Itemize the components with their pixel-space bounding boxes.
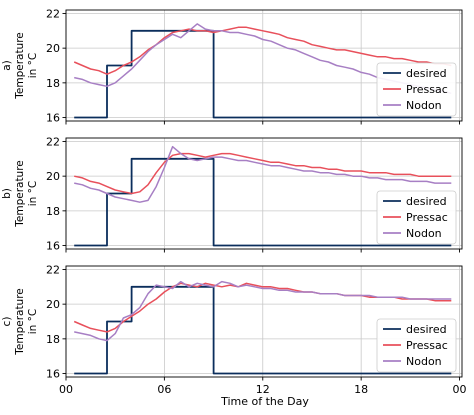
chart-panel: 16 18 20 22 a) Temperature in °C desired Pressac…	[1, 7, 463, 125]
series-line-pressac	[74, 152, 452, 195]
series-line-pressac	[73, 26, 452, 75]
y-tick-label: 20	[46, 170, 60, 183]
y-axis-label: in °C	[27, 309, 39, 335]
series-line-nodon	[74, 145, 452, 203]
legend-box	[376, 318, 457, 373]
panel-label: b)	[1, 188, 13, 199]
legend-label: Pressac	[406, 339, 448, 352]
y-tick-label: 20	[46, 298, 60, 311]
x-tick-label: 06	[157, 383, 171, 396]
y-axis-label: in °C	[27, 181, 39, 207]
y-tick-label: 20	[46, 42, 60, 55]
y-tick-label: 22	[46, 263, 60, 276]
plot-frame	[65, 137, 463, 250]
x-tick-label: 00	[59, 383, 73, 396]
x-tick-label: 12	[256, 383, 270, 396]
panel-label: c)	[1, 317, 13, 327]
chart-panel: 16 18 20 22 00 06 12 18 00 c) Temperature in °C desi…	[1, 263, 467, 396]
legend-label: desired	[406, 67, 447, 80]
panel-label: a)	[1, 60, 13, 71]
legend-box	[376, 190, 457, 245]
x-tick-label: 00	[453, 383, 467, 396]
series-line-desired	[74, 157, 452, 247]
series-line-nodon	[74, 280, 452, 342]
legend-label: Nodon	[406, 227, 442, 240]
x-tick-label: 18	[354, 383, 368, 396]
y-tick-label: 18	[46, 333, 60, 346]
y-tick-label: 18	[46, 77, 60, 90]
series-line-desired	[74, 285, 452, 375]
y-axis-label: in °C	[27, 53, 39, 79]
y-tick-label: 22	[46, 135, 60, 148]
legend-label: desired	[406, 195, 447, 208]
y-tick-label: 16	[46, 368, 60, 381]
y-tick-label: 22	[46, 7, 60, 20]
y-axis-label: Temperature	[14, 32, 26, 100]
legend-label: Nodon	[406, 99, 442, 112]
y-tick-label: 16	[46, 240, 60, 253]
legend-label: Pressac	[406, 83, 448, 96]
x-axis-label: Time of the Day	[220, 395, 309, 408]
y-tick-label: 18	[46, 205, 60, 218]
y-tick-label: 16	[46, 112, 60, 125]
legend-label: Nodon	[406, 355, 442, 368]
legend-box	[376, 62, 457, 117]
legend-label: Pressac	[406, 211, 448, 224]
y-axis-label: Temperature	[14, 160, 26, 228]
plot-frame	[65, 265, 463, 378]
legend-label: desired	[406, 323, 447, 336]
y-axis-label: Temperature	[14, 288, 26, 356]
plot-frame	[65, 9, 463, 122]
series-line-desired	[74, 29, 452, 119]
chart-panel: 16 18 20 22 b) Temperature in °C desired Pressac…	[1, 135, 463, 253]
